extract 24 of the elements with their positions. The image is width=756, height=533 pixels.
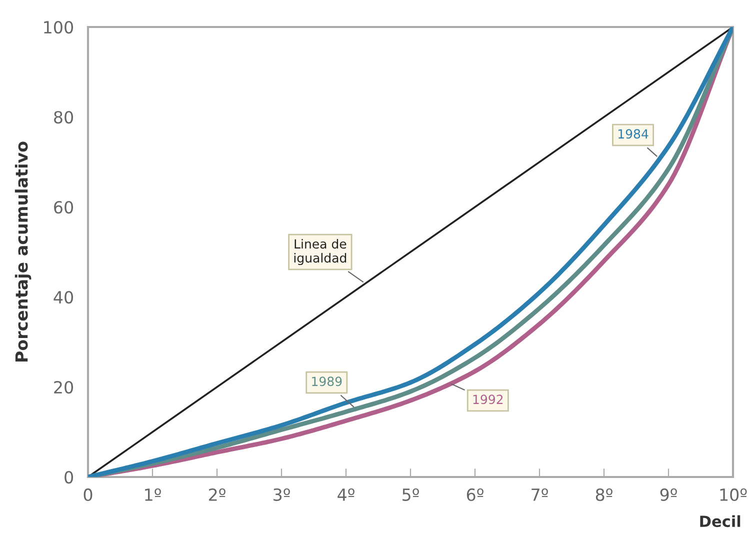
x-tick-label: 2º <box>208 488 226 501</box>
text: Linea de igualdad <box>294 238 346 266</box>
series-label: 1984 <box>618 129 648 139</box>
y-tick-label: 0 <box>64 470 74 484</box>
line-series <box>88 27 733 477</box>
y-tick-label: 80 <box>54 110 74 124</box>
x-tick-label: 1º <box>145 488 161 501</box>
y-tick-label: 20 <box>54 380 74 394</box>
x-tick-label: 6º <box>466 488 484 502</box>
x-tick-label: 0 <box>84 488 92 502</box>
x-tick-label: 7º <box>532 488 548 501</box>
y-tick-label: 60 <box>54 200 74 214</box>
x-tick-label: 5º <box>402 488 419 502</box>
x-tick-label: 9º <box>660 488 677 502</box>
y-tick-label: 40 <box>54 290 74 304</box>
x-tick-label: 3º <box>274 488 290 502</box>
text: 1989 <box>312 376 342 386</box>
y-axis-title: Porcentaje acumulativo <box>14 142 32 362</box>
x-tick-label: 8º <box>596 488 612 502</box>
x-tick-label: 4º <box>338 488 354 501</box>
series-label: 1992 <box>473 394 503 404</box>
y-tick-label: 100 <box>44 20 74 34</box>
x-tick-label: 10º <box>720 488 747 502</box>
x-axis-title: Decil <box>700 515 740 528</box>
